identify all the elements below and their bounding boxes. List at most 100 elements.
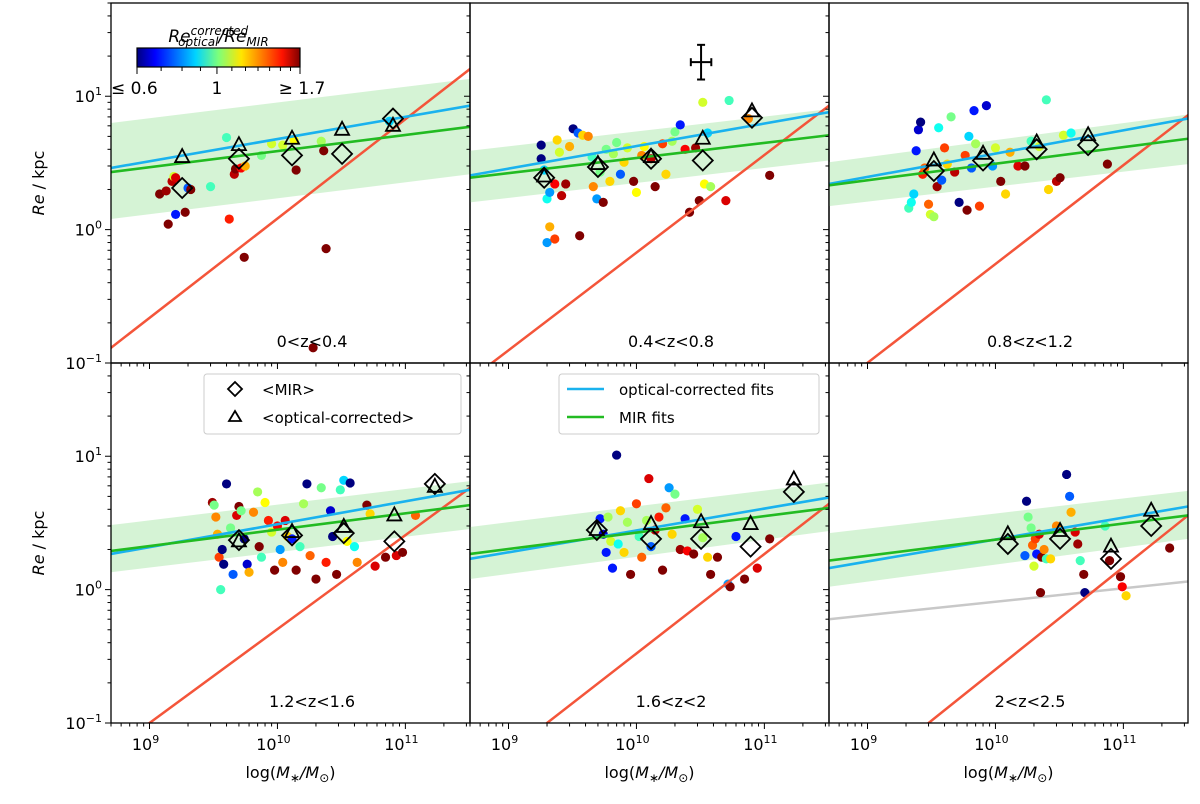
mir-median-marker <box>280 144 304 167</box>
triangle-icon <box>227 409 243 422</box>
data-point <box>598 197 608 207</box>
data-point <box>1062 469 1072 480</box>
legend-lines: optical-corrected fits MIR fits <box>558 373 820 435</box>
data-point <box>1079 569 1089 580</box>
data-point <box>1121 591 1131 601</box>
y-tick-label: 100 <box>75 579 102 600</box>
data-point <box>654 512 664 522</box>
y-tick-label: 10−1 <box>65 712 102 733</box>
data-point <box>209 500 219 510</box>
data-point <box>583 131 593 141</box>
mir-median-marker <box>971 149 995 172</box>
data-point <box>239 252 249 262</box>
data-point <box>588 182 598 192</box>
data-point <box>974 201 985 211</box>
data-point <box>321 244 331 254</box>
data-point <box>909 189 919 199</box>
data-point <box>575 231 585 241</box>
data-point <box>253 487 263 497</box>
data-point <box>545 187 555 198</box>
data-point <box>163 219 173 229</box>
data-point <box>1073 539 1083 549</box>
data-point <box>321 557 331 567</box>
panel-plot-area <box>829 95 1188 363</box>
data-point <box>542 237 552 248</box>
data-point <box>171 173 181 183</box>
mir-median-marker <box>423 472 447 496</box>
mir-median-marker <box>922 159 946 183</box>
data-point <box>731 531 741 542</box>
data-point <box>180 207 190 217</box>
reference-line-red <box>926 513 1188 723</box>
data-point <box>969 106 979 116</box>
data-point <box>724 95 734 106</box>
data-point <box>1058 130 1069 140</box>
data-point <box>550 179 560 189</box>
optical-corrected-median-marker <box>1079 125 1097 142</box>
data-point <box>554 147 565 157</box>
data-point <box>625 569 636 580</box>
data-point <box>622 517 633 527</box>
data-point <box>242 559 252 569</box>
x-tick-label: 1010 <box>256 733 290 754</box>
mir-fit-line <box>829 514 1188 562</box>
data-point <box>628 176 639 186</box>
reference-line-red <box>147 486 470 723</box>
x-axis-label: log(M∗/M⊙) <box>245 763 335 785</box>
data-point <box>216 585 226 595</box>
data-point <box>244 567 254 577</box>
optical-corrected-median-marker <box>283 128 301 145</box>
data-point <box>298 499 309 509</box>
panel-1: 0<z<0.4 10−1 100 101 <box>65 2 471 373</box>
mir-fit-line <box>470 133 829 179</box>
data-point <box>316 136 326 146</box>
optical-corrected-fit-line <box>111 104 470 170</box>
mir-median-marker <box>1099 547 1123 571</box>
mir-median-marker <box>227 528 251 552</box>
data-point <box>224 214 234 224</box>
data-point <box>703 552 713 562</box>
data-point <box>990 143 1001 153</box>
data-point <box>664 483 674 493</box>
data-point <box>205 182 216 192</box>
data-point <box>556 190 567 201</box>
optical-corrected-median-marker <box>385 505 403 522</box>
data-point <box>295 542 305 552</box>
panel-3: 0.8<z<1.2 <box>823 2 1189 369</box>
optical-corrected-median-marker <box>535 166 553 183</box>
mir-median-marker <box>782 480 806 504</box>
data-point <box>1035 587 1046 598</box>
data-point <box>316 483 326 493</box>
data-point <box>1026 523 1036 533</box>
panel-2: 0.4<z<0.8 <box>464 2 830 369</box>
mir-median-marker <box>1139 514 1163 538</box>
data-point <box>221 132 232 143</box>
reference-line-red <box>544 502 829 723</box>
data-point <box>275 544 285 555</box>
data-point <box>650 182 660 192</box>
diamond-icon <box>226 380 244 398</box>
data-point <box>913 125 924 135</box>
mir-median-marker <box>689 527 713 551</box>
optical-corrected-median-marker <box>283 522 301 538</box>
mir-median-marker <box>1025 138 1048 161</box>
data-point <box>1020 550 1030 561</box>
optical-corrected-median-marker <box>230 531 248 548</box>
mir-median-marker <box>586 155 610 179</box>
optical-corrected-median-marker <box>230 135 248 152</box>
mir-fit-line <box>111 125 470 174</box>
mir-median-marker <box>170 176 194 200</box>
data-point <box>1066 507 1076 517</box>
data-point <box>214 552 224 562</box>
data-point <box>380 552 391 562</box>
typical-error-bar <box>689 43 713 81</box>
data-point <box>291 565 301 575</box>
panel-5: 1.6<z<2 109 1010 1011 log(M∗/M⊙) <box>464 362 830 785</box>
data-point <box>692 504 703 514</box>
data-point <box>615 506 626 516</box>
data-point <box>725 582 735 592</box>
data-point <box>225 523 236 533</box>
optical-corrected-median-marker <box>588 520 606 536</box>
data-point <box>161 186 171 196</box>
